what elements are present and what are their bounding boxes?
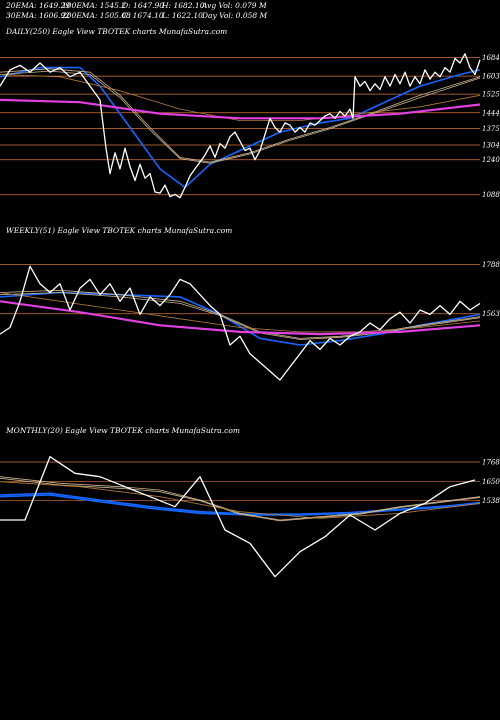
monthly-ema100b-line [0,477,481,522]
monthly-ema30-line [0,492,481,516]
header-row2-col2: 200EMA: 1505.08 [62,11,131,20]
weekly-panel-title: WEEKLY(51) Eagle View TBOTEK charts Muna… [6,226,233,235]
header-row1-col2: 100EMA: 1545.2 [62,1,127,10]
monthly-tick-label-1: 1650 [482,478,500,486]
daily-ema30a-line [0,68,481,163]
weekly-tick-label-0: 1788 [482,261,500,269]
header-row2-col3: C: 1674.10 [122,11,164,20]
header-row1-col3: O: 1647.90 [122,1,165,10]
daily-tick-label-2: 1525 [482,91,500,99]
weekly-panel: 1788 1563 [0,261,500,381]
daily-tick-label-7: 1088 [482,191,500,199]
weekly-ema100-line [0,292,481,333]
weekly-ema200-line [0,300,481,336]
monthly-price-line [0,456,476,578]
header-row2-col4: L: 1622.10 [162,11,203,20]
daily-ema200-line [0,98,481,120]
daily-price-line [0,53,481,199]
header-row2-col5: Day Vol: 0.058 M [202,11,268,20]
monthly-ema100a-line [0,476,481,521]
daily-ema30b-line [0,70,481,164]
weekly-tick-label-1: 1563 [482,310,500,318]
header-row1-col1: 20EMA: 1649.29 [6,1,71,10]
daily-tick-label-3: 1444 [482,109,500,117]
daily-ema100-line [0,74,481,121]
daily-tick-label-0: 1684 [482,54,500,62]
header-row1-col5: Avg Vol: 0.079 M [202,1,267,10]
monthly-tick-label-0: 1768 [482,459,500,467]
daily-tick-label-4: 1375 [482,125,500,133]
daily-tick-label-5: 1304 [482,142,500,150]
daily-ema20-line [0,66,481,189]
daily-panel-title: DAILY(250) Eagle View TBOTEK charts Muna… [6,27,228,36]
monthly-panel-title: MONTHLY(20) Eagle View TBOTEK charts Mun… [6,426,240,435]
daily-tick-label-1: 1603 [482,73,500,81]
monthly-tick-label-2: 1538 [482,497,500,505]
daily-panel: 1684 1603 1525 1444 1375 1304 1240 1088 [0,53,500,199]
monthly-panel: 1768 1650 1538 [0,456,500,578]
daily-tick-label-6: 1240 [482,156,500,164]
weekly-price-line [0,265,481,381]
header-row2-col1: 30EMA: 1606.92 [6,11,71,20]
header-row1-col4: H: 1682.10 [162,1,205,10]
